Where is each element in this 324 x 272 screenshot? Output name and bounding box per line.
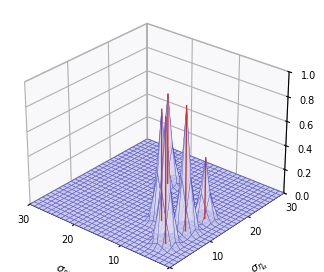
Y-axis label: $\sigma_{\eta_\alpha}$: $\sigma_{\eta_\alpha}$ (249, 257, 272, 272)
X-axis label: $\sigma_{spread}$: $\sigma_{spread}$ (52, 263, 90, 272)
